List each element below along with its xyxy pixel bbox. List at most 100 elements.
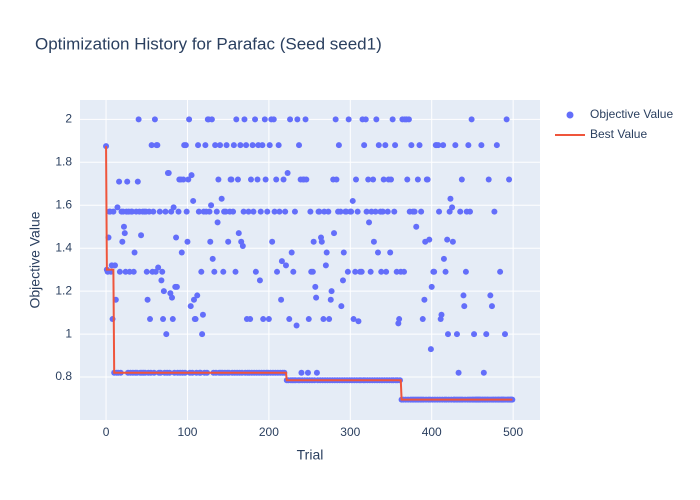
point [313,369,320,376]
point [160,288,167,295]
point [322,262,329,269]
point [223,142,230,149]
point [151,116,158,123]
y-tick-label: 1.8 [55,154,72,168]
point [440,255,447,262]
point [408,142,415,149]
point [466,208,473,215]
point [337,208,344,215]
point [131,249,138,256]
point [241,116,248,123]
point [150,208,157,215]
point [389,116,396,123]
point [497,268,504,275]
point [286,316,293,323]
point [240,208,247,215]
point [455,369,462,376]
point [370,176,377,183]
point [471,331,478,338]
point [235,230,242,237]
point [148,142,155,149]
point [328,288,335,295]
point [374,249,381,256]
x-tick-label: 400 [422,425,442,439]
point [318,238,325,245]
point [414,176,421,183]
point [215,176,222,183]
point [501,331,508,338]
point [119,238,126,245]
point [411,208,418,215]
x-tick-label: 200 [259,425,279,439]
point [243,142,250,149]
point [426,236,433,243]
point [365,176,372,183]
point [340,249,347,256]
point [245,208,252,215]
point [160,316,167,323]
point [124,178,131,185]
point [250,208,257,215]
point [354,208,361,215]
point [416,142,423,149]
best-value-line [105,146,513,401]
point [211,268,218,275]
point [447,195,454,202]
point [442,268,449,275]
x-axis-label: Trial [297,447,324,463]
point [194,292,201,299]
point [294,116,301,123]
point [144,296,151,303]
point [478,142,485,149]
point [431,268,438,275]
point [183,208,190,215]
y-tick-label: 0.8 [55,369,72,383]
point [169,316,176,323]
point [480,369,487,376]
y-tick-label: 2 [65,112,72,126]
point [287,116,294,123]
point [387,249,394,256]
point [375,142,382,149]
x-tick-label: 0 [103,425,110,439]
point [332,116,339,123]
point [333,176,340,183]
point [270,116,277,123]
point [198,268,205,275]
point [265,316,272,323]
point [207,238,214,245]
point [158,277,165,284]
point [269,238,276,245]
point [230,142,237,149]
point [165,170,172,177]
point [230,208,237,215]
legend-swatch [566,111,574,119]
point [195,208,202,215]
point [260,316,267,323]
point [335,142,342,149]
point [249,142,256,149]
y-axis-label: Objective Value [27,211,43,308]
point [483,331,490,338]
point [163,331,170,338]
point [298,369,305,376]
point [282,262,289,269]
point [320,316,327,323]
point [348,208,355,215]
point [169,294,175,301]
point [110,208,117,215]
point [312,283,319,290]
point [388,176,395,183]
point [382,142,389,149]
point [331,230,338,237]
point [372,208,379,215]
point [338,303,345,310]
point [452,142,459,149]
point [383,268,390,275]
point [326,316,333,323]
point [173,234,180,241]
point [353,176,359,183]
point [180,176,187,183]
point [257,208,264,215]
point [217,142,224,149]
